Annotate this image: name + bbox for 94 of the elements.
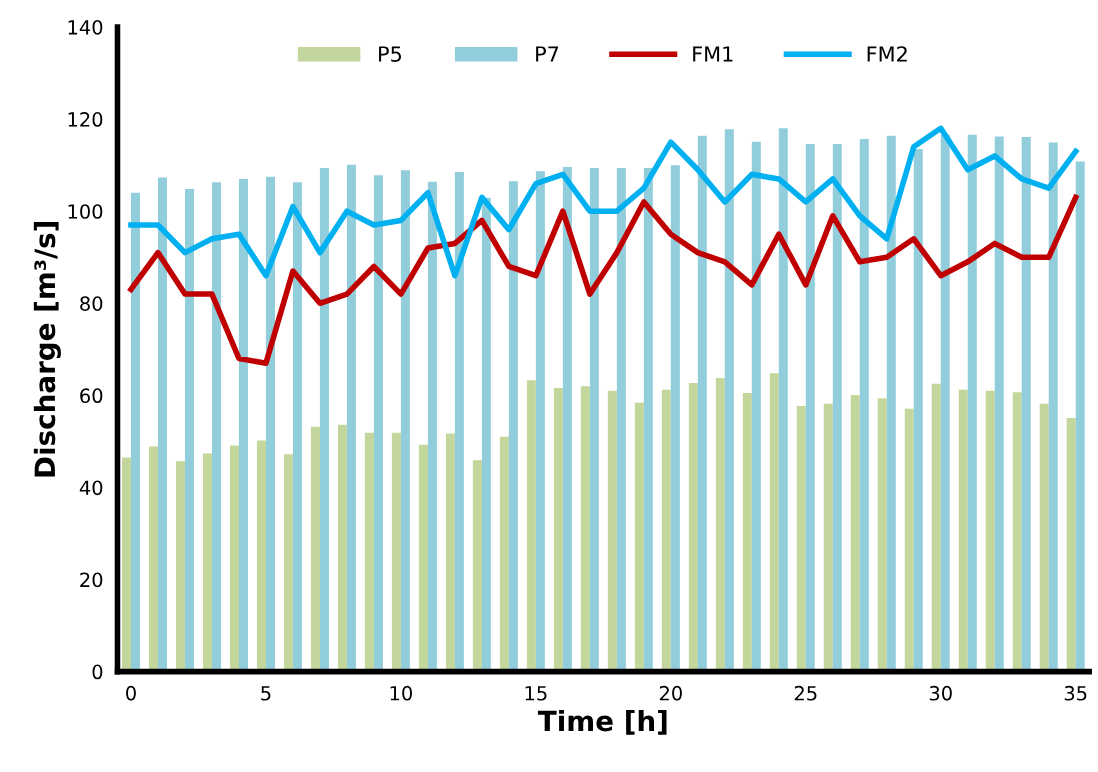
- bar: [427, 181, 437, 672]
- bar: [1066, 417, 1076, 672]
- legend-label: FM1: [693, 46, 733, 62]
- bar: [373, 175, 383, 672]
- x-tick-label: 20: [659, 685, 682, 701]
- bar: [148, 446, 158, 672]
- bar: [418, 444, 428, 672]
- bar: [661, 389, 671, 672]
- bar: [967, 134, 977, 672]
- bar: [589, 167, 599, 672]
- x-axis-title: Time [h]: [537, 709, 667, 735]
- y-tick-label: 120: [68, 112, 103, 127]
- bar: [256, 440, 266, 672]
- bar: [175, 461, 185, 672]
- bar: [202, 453, 212, 672]
- bar: [121, 457, 131, 672]
- bar: [499, 436, 509, 672]
- bar: [931, 383, 941, 672]
- bar: [742, 393, 752, 672]
- bar: [607, 390, 617, 672]
- bar: [283, 454, 293, 672]
- bar: [292, 182, 302, 672]
- bar: [751, 141, 761, 672]
- x-tick-label: 0: [126, 685, 136, 701]
- y-tick-label: 100: [68, 204, 103, 219]
- bar: [985, 390, 995, 672]
- x-tick-label: 10: [390, 685, 412, 701]
- bar: [310, 426, 320, 672]
- bar: [715, 377, 725, 672]
- bar: [364, 432, 374, 672]
- y-tick-label: 20: [80, 572, 103, 588]
- bar: [1075, 161, 1085, 672]
- y-tick-label: 80: [80, 296, 103, 311]
- bar: [400, 170, 410, 672]
- bar: [913, 149, 923, 672]
- bar: [616, 167, 626, 672]
- bar: [391, 432, 401, 672]
- bar: [823, 403, 833, 672]
- bar: [553, 388, 563, 672]
- bar: [805, 143, 815, 672]
- legend-label: P5: [379, 46, 402, 62]
- y-tick-label: 60: [80, 388, 103, 404]
- bar: [877, 398, 887, 672]
- bar: [1048, 142, 1058, 672]
- y-axis-title: Discharge [m³/s]: [33, 222, 61, 477]
- bar: [265, 176, 275, 672]
- bar: [238, 178, 248, 672]
- legend-label: FM2: [867, 46, 907, 62]
- bar: [562, 166, 572, 672]
- legend-label: P7: [536, 46, 559, 62]
- bar: [850, 394, 860, 672]
- bar: [535, 171, 545, 672]
- bar: [940, 134, 950, 672]
- bar: [769, 373, 779, 672]
- y-tick-label: 40: [79, 480, 103, 496]
- bar: [508, 181, 518, 672]
- bar: [481, 197, 491, 672]
- bar: [445, 433, 455, 672]
- bar: [796, 405, 806, 672]
- bar: [643, 167, 653, 672]
- bar: [1021, 137, 1031, 672]
- bar: [526, 380, 536, 672]
- x-tick-label: 25: [794, 685, 817, 701]
- y-tick-label: 0: [92, 664, 103, 680]
- x-tick-label: 35: [1064, 685, 1087, 701]
- bar: [130, 192, 140, 672]
- bar: [904, 408, 914, 672]
- bar: [346, 164, 356, 672]
- bar: [697, 135, 707, 672]
- bar: [472, 460, 482, 672]
- bar: [337, 424, 347, 672]
- bar: [832, 143, 842, 672]
- bar: [580, 386, 590, 672]
- bar: [229, 445, 239, 672]
- bar: [157, 177, 167, 672]
- bar: [994, 136, 1004, 672]
- bar: [670, 165, 680, 672]
- bar: [184, 189, 194, 672]
- x-tick-label: 30: [929, 685, 952, 701]
- bar: [958, 389, 968, 672]
- bar: [886, 135, 896, 672]
- y-tick-label: 140: [68, 19, 103, 35]
- x-tick-label: 5: [261, 686, 271, 701]
- bar: [724, 129, 734, 672]
- bar: [1012, 392, 1022, 672]
- bar: [634, 402, 644, 672]
- bar: [778, 128, 788, 672]
- bar: [1039, 403, 1049, 672]
- bar: [319, 167, 329, 672]
- bar: [211, 182, 221, 672]
- bar: [688, 382, 698, 672]
- bar: [859, 138, 869, 672]
- x-tick-label: 15: [525, 686, 547, 701]
- bar: [454, 172, 464, 672]
